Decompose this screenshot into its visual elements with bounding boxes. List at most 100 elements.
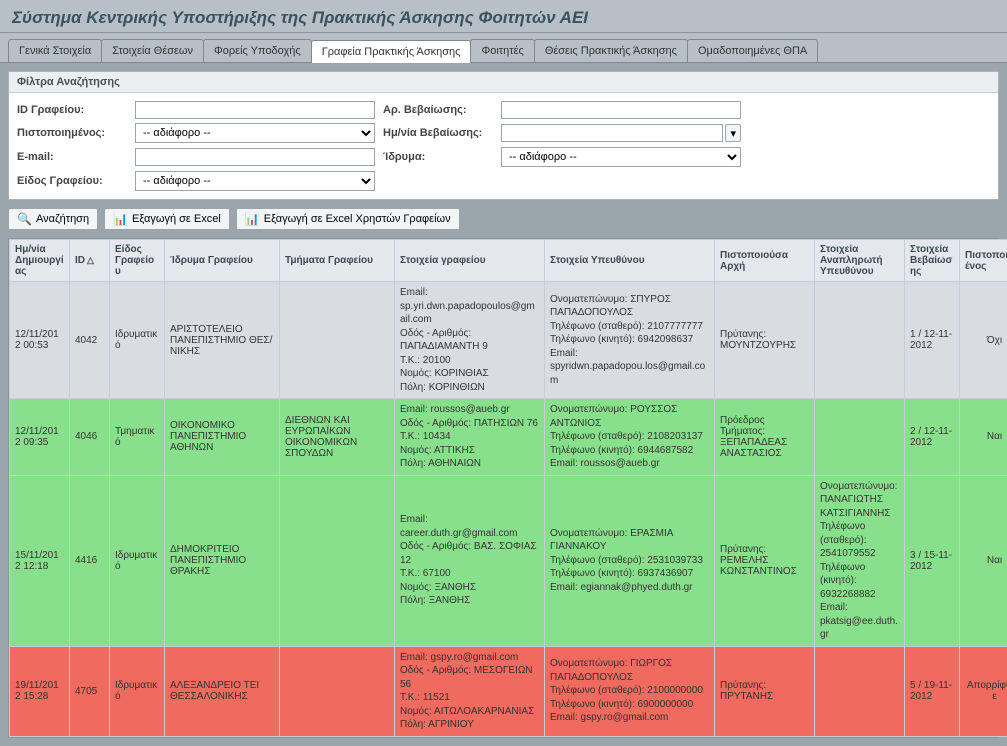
table-row[interactable]: 12/11/2012 09:354046ΤμηματικόΟΙΚΟΝΟΜΙΚΟ … [10, 399, 1007, 476]
export-excel-button[interactable]: Εξαγωγή σε Excel [104, 208, 230, 230]
cell-2-5: Email: career.duth.gr@gmail.comΟδός - Αρ… [395, 475, 545, 646]
cell-0-4 [280, 282, 395, 399]
action-bar: Αναζήτηση Εξαγωγή σε Excel Εξαγωγή σε Ex… [8, 208, 999, 230]
cell-0-6: Ονοματεπώνυμο: ΣΠΥΡΟΣ ΠΑΠΑΔΟΠΟΥΛΟΣΤηλέφω… [545, 282, 715, 399]
cell-0-5: Email: sp.yri.dwn.papadopoulos@gmail.com… [395, 282, 545, 399]
tabs: Γενικά ΣτοιχείαΣτοιχεία ΘέσεωνΦορείς Υπο… [0, 33, 1007, 63]
filter-kind-label: Είδος Γραφείου: [17, 175, 127, 187]
cell-0-10: Όχι [960, 282, 1007, 399]
cell-0-2: Ιδρυματικό [110, 282, 165, 399]
cell-3-7: Πρύτανης: ΠΡΥΤΑΝΗΣ [715, 646, 815, 736]
filter-certified-select[interactable]: -- αδιάφορο -- [135, 123, 375, 143]
cell-2-2: Ιδρυματικό [110, 475, 165, 646]
cell-1-2: Τμηματικό [110, 399, 165, 476]
tab-6[interactable]: Ομαδοποιημένες ΘΠΑ [687, 39, 818, 62]
tab-0[interactable]: Γενικά Στοιχεία [8, 39, 102, 62]
cell-1-3: ΟΙΚΟΝΟΜΙΚΟ ΠΑΝΕΠΙΣΤΗΜΙΟ ΑΘΗΝΩΝ [165, 399, 280, 476]
filter-certdate-label: Ημ/νία Βεβαίωσης: [383, 127, 493, 139]
cell-2-0: 15/11/2012 12:18 [10, 475, 70, 646]
col-header-5[interactable]: Στοιχεία γραφείου [395, 240, 545, 282]
filter-panel: Φίλτρα Αναζήτησης ID Γραφείου: Αρ. Βεβαί… [8, 71, 999, 200]
cell-3-8 [815, 646, 905, 736]
cell-3-9: 5 / 19-11-2012 [905, 646, 960, 736]
filter-institution-select[interactable]: -- αδιάφορο -- [501, 147, 741, 167]
cell-2-1: 4416 [70, 475, 110, 646]
calendar-dropdown-icon: ▾ [730, 127, 736, 140]
tab-3[interactable]: Γραφεία Πρακτικής Άσκησης [311, 40, 472, 63]
filter-kind-select[interactable]: -- αδιάφορο -- [135, 171, 375, 191]
cell-3-6: Ονοματεπώνυμο: ΓΙΩΡΓΟΣ ΠΑΠΑΔΟΠΟΥΛΟΣΤηλέφ… [545, 646, 715, 736]
cell-0-7: Πρύτανης: ΜΟΥΝΤΖΟΥΡΗΣ [715, 282, 815, 399]
excel-icon [245, 212, 260, 226]
cell-2-4 [280, 475, 395, 646]
cell-1-5: Email: roussos@aueb.grΟδός - Αριθμός: ΠΑ… [395, 399, 545, 476]
excel-icon [113, 212, 128, 226]
cell-3-4 [280, 646, 395, 736]
table-row[interactable]: 15/11/2012 12:184416ΙδρυματικόΔΗΜΟΚΡΙΤΕΙ… [10, 475, 1007, 646]
filter-certno-input[interactable] [501, 101, 741, 119]
cell-3-0: 19/11/2012 15:28 [10, 646, 70, 736]
filter-panel-title: Φίλτρα Αναζήτησης [9, 72, 998, 93]
col-header-8[interactable]: Στοιχεία Αναπληρωτή Υπευθύνου [815, 240, 905, 282]
filter-certdate-picker-button[interactable]: ▾ [725, 124, 741, 142]
cell-2-8: Ονοματεπώνυμο: ΠΑΝΑΓΙΩΤΗΣ ΚΑΤΣΙΓΙΑΝΝΗΣΤη… [815, 475, 905, 646]
cell-0-8 [815, 282, 905, 399]
tab-2[interactable]: Φορείς Υποδοχής [203, 39, 312, 62]
page-title: Σύστημα Κεντρικής Υποστήριξης της Πρακτι… [12, 8, 995, 28]
filter-certdate-input[interactable] [501, 124, 723, 142]
col-header-1[interactable]: ID△ [70, 240, 110, 282]
cell-3-10: Απορρίφθηκε [960, 646, 1007, 736]
tab-1[interactable]: Στοιχεία Θέσεων [101, 39, 204, 62]
search-button-label: Αναζήτηση [36, 213, 89, 225]
cell-2-10: Ναι [960, 475, 1007, 646]
cell-1-8 [815, 399, 905, 476]
export-excel-label: Εξαγωγή σε Excel [132, 213, 221, 225]
grid-header-row: Ημ/νία ΔημιουργίαςID△Είδος ΓραφείουΊδρυμ… [10, 240, 1007, 282]
filter-certified-label: Πιστοποιημένος: [17, 127, 127, 139]
col-header-10[interactable]: Πιστοποιημένος [960, 240, 1007, 282]
cell-2-9: 3 / 15-11-2012 [905, 475, 960, 646]
cell-0-1: 4042 [70, 282, 110, 399]
cell-1-1: 4046 [70, 399, 110, 476]
cell-1-4: ΔΙΕΘΝΩΝ ΚΑΙ ΕΥΡΩΠΑΪΚΩΝ ΟΙΚΟΝΟΜΙΚΩΝ ΣΠΟΥΔ… [280, 399, 395, 476]
cell-1-9: 2 / 12-11-2012 [905, 399, 960, 476]
results-grid-wrap: Ημ/νία ΔημιουργίαςID△Είδος ΓραφείουΊδρυμ… [8, 238, 999, 738]
cell-3-1: 4705 [70, 646, 110, 736]
cell-3-2: Ιδρυματικό [110, 646, 165, 736]
filter-email-input[interactable] [135, 148, 375, 166]
col-header-9[interactable]: Στοιχεία Βεβαίωσης [905, 240, 960, 282]
export-excel-users-button[interactable]: Εξαγωγή σε Excel Χρηστών Γραφείων [236, 208, 460, 230]
cell-3-3: ΑΛΕΞΑΝΔΡΕΙΟ ΤΕΙ ΘΕΣΣΑΛΟΝΙΚΗΣ [165, 646, 280, 736]
col-header-4[interactable]: Τμήματα Γραφείου [280, 240, 395, 282]
cell-2-3: ΔΗΜΟΚΡΙΤΕΙΟ ΠΑΝΕΠΙΣΤΗΜΙΟ ΘΡΑΚΗΣ [165, 475, 280, 646]
col-header-2[interactable]: Είδος Γραφείου [110, 240, 165, 282]
cell-0-9: 1 / 12-11-2012 [905, 282, 960, 399]
filter-email-label: E-mail: [17, 151, 127, 163]
tab-5[interactable]: Θέσεις Πρακτικής Άσκησης [534, 39, 688, 62]
cell-1-0: 12/11/2012 09:35 [10, 399, 70, 476]
search-button[interactable]: Αναζήτηση [8, 208, 98, 230]
cell-0-3: ΑΡΙΣΤΟΤΕΛΕΙΟ ΠΑΝΕΠΙΣΤΗΜΙΟ ΘΕΣ/ΝΙΚΗΣ [165, 282, 280, 399]
col-header-3[interactable]: Ίδρυμα Γραφείου [165, 240, 280, 282]
filter-certno-label: Αρ. Βεβαίωσης: [383, 104, 493, 116]
app-header: Σύστημα Κεντρικής Υποστήριξης της Πρακτι… [0, 0, 1007, 33]
filter-id-label: ID Γραφείου: [17, 104, 127, 116]
export-excel-users-label: Εξαγωγή σε Excel Χρηστών Γραφείων [264, 213, 451, 225]
cell-1-7: Πρόεδρος Τμήματος: ΞΕΠΑΠΑΔΕΑΣ ΑΝΑΣΤΑΣΙΟΣ [715, 399, 815, 476]
results-grid: Ημ/νία ΔημιουργίαςID△Είδος ΓραφείουΊδρυμ… [9, 239, 1007, 737]
search-icon [17, 212, 32, 226]
cell-1-10: Ναι [960, 399, 1007, 476]
table-row[interactable]: 12/11/2012 00:534042ΙδρυματικόΑΡΙΣΤΟΤΕΛΕ… [10, 282, 1007, 399]
tab-4[interactable]: Φοιτητές [470, 39, 534, 62]
filter-grid: ID Γραφείου: Αρ. Βεβαίωσης: Πιστοποιημέν… [9, 93, 998, 199]
col-header-6[interactable]: Στοιχεία Υπευθύνου [545, 240, 715, 282]
col-header-7[interactable]: Πιστοποιούσα Αρχή [715, 240, 815, 282]
filter-id-input[interactable] [135, 101, 375, 119]
cell-2-6: Ονοματεπώνυμο: ΕΡΑΣΜΙΑ ΓΙΑΝΝΑΚΟΥΤηλέφωνο… [545, 475, 715, 646]
cell-1-6: Ονοματεπώνυμο: ΡΟΥΣΣΟΣ ΑΝΤΩΝΙΟΣΤηλέφωνο … [545, 399, 715, 476]
table-row[interactable]: 19/11/2012 15:284705ΙδρυματικόΑΛΕΞΑΝΔΡΕΙ… [10, 646, 1007, 736]
col-header-0[interactable]: Ημ/νία Δημιουργίας [10, 240, 70, 282]
filter-institution-label: Ίδρυμα: [383, 151, 493, 163]
cell-0-0: 12/11/2012 00:53 [10, 282, 70, 399]
cell-3-5: Email: gspy.ro@gmail.comΟδός - Αριθμός: … [395, 646, 545, 736]
